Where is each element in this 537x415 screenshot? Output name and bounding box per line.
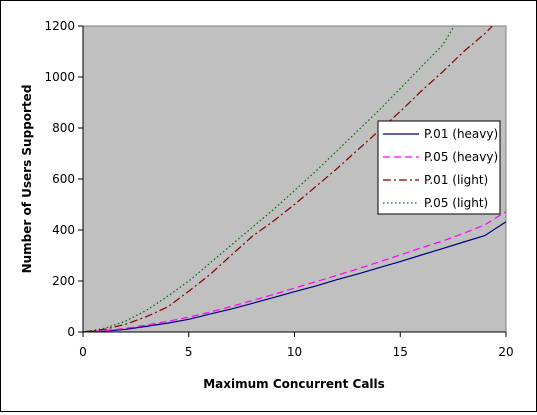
- series-layer: [83, 26, 506, 332]
- y-axis-title: Number of Users Supported: [20, 85, 34, 274]
- x-tick-label: 10: [287, 345, 302, 359]
- legend-label-1: P.01 (heavy): [424, 127, 498, 141]
- y-tick-label: 0: [67, 325, 75, 339]
- legend-label-3: P.01 (light): [424, 173, 488, 187]
- x-tick-label: 15: [393, 345, 408, 359]
- legend-label-2: P.05 (heavy): [424, 150, 498, 164]
- y-tick-label: 400: [52, 223, 75, 237]
- y-tick-label: 800: [52, 121, 75, 135]
- y-tick-label: 200: [52, 274, 75, 288]
- x-axis-title: Maximum Concurrent Calls: [203, 377, 385, 391]
- series-line-2: [83, 211, 506, 332]
- series-line-1: [83, 221, 506, 332]
- legend: P.01 (heavy) P.05 (heavy) P.01 (light) P.05…: [377, 120, 501, 215]
- y-tick-label: 1200: [44, 19, 75, 33]
- legend-box: [377, 120, 501, 215]
- x-tick-label: 5: [185, 345, 193, 359]
- x-tick-label: 0: [79, 345, 87, 359]
- y-tick-label: 600: [52, 172, 75, 186]
- x-tick-label: 20: [498, 345, 513, 359]
- series-line-4: [83, 26, 455, 332]
- legend-label-4: P.05 (light): [424, 196, 488, 210]
- series-line-3: [83, 26, 493, 332]
- axes-layer: 0 200 400 600 800 1000 1200 0 5 10 15 20: [44, 19, 513, 359]
- y-tick-label: 1000: [44, 70, 75, 84]
